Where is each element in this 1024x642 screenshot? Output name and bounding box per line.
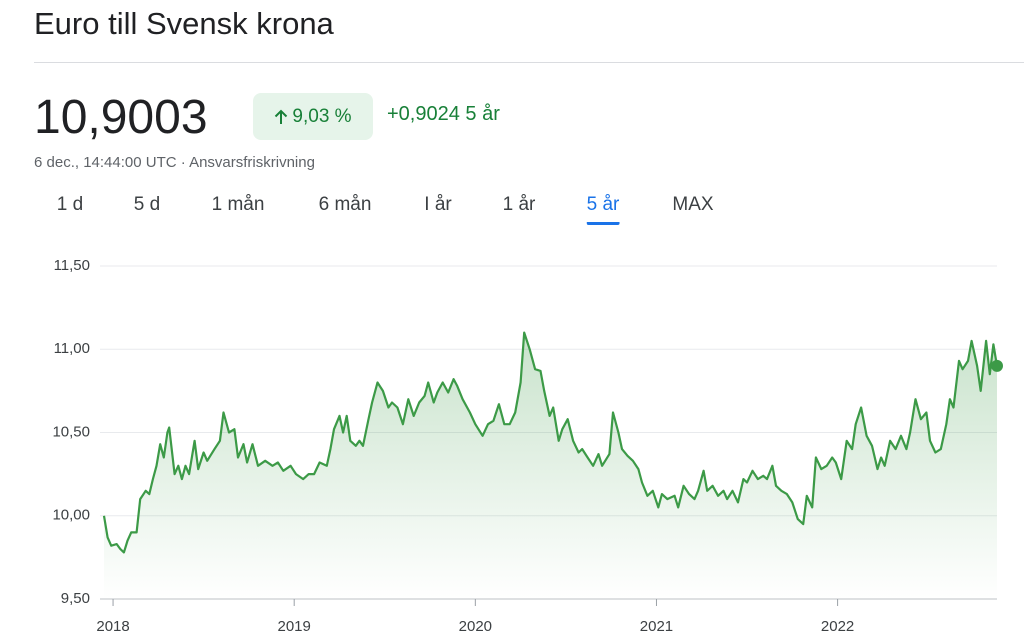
change-percent: 9,03 % (292, 105, 352, 127)
range-tab[interactable]: 1 d (56, 194, 84, 215)
title: Euro till Svensk krona (34, 6, 334, 41)
y-tick-label: 11,50 (54, 257, 90, 274)
y-tick-label: 9,50 (61, 590, 90, 607)
y-tick-label: 11,00 (54, 340, 90, 357)
last-point (991, 359, 1003, 372)
range-tab[interactable]: 6 mån (318, 194, 372, 215)
x-tick-label: 2022 (821, 618, 854, 635)
divider (34, 62, 1024, 63)
x-tick-label: 2020 (459, 618, 492, 635)
period: 5 år (465, 103, 500, 125)
price: 10,9003 (34, 91, 208, 144)
range-tab[interactable]: I år (424, 194, 452, 215)
price-line (102, 331, 999, 554)
range-tab[interactable]: 5 år (586, 194, 620, 225)
x-tick-label: 2018 (96, 618, 129, 635)
range-tab[interactable]: 1 mån (211, 194, 265, 215)
line-area (104, 332, 997, 599)
y-tick-label: 10,00 (52, 507, 90, 524)
y-tick-label: 10,50 (52, 423, 90, 440)
up-arrow (275, 109, 288, 124)
x-tick-label: 2021 (640, 618, 673, 635)
change-badge: 9,03 % (253, 93, 373, 140)
range-tab[interactable]: 1 år (502, 194, 536, 215)
change: +0,9024 5 år (387, 103, 500, 126)
range-tab[interactable]: 5 d (133, 194, 161, 215)
change-absolute: +0,9024 (387, 103, 460, 125)
range-tab[interactable]: MAX (672, 194, 714, 215)
x-tick-label: 2019 (278, 618, 311, 635)
timestamp: 6 dec., 14:44:00 UTC · Ansvarsfriskrivni… (34, 154, 315, 171)
